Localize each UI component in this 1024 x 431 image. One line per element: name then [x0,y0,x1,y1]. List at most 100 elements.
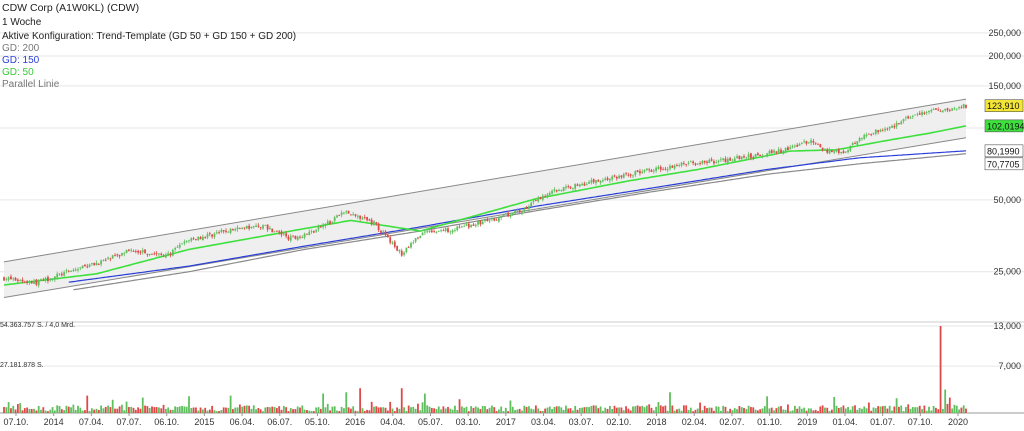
candle-up [953,108,956,110]
candle-down [676,165,678,167]
volume-bar [72,404,75,413]
candle-down [370,219,373,225]
volume-bar [578,408,581,413]
candle-up [474,224,477,227]
candle-up [197,236,200,241]
candle-up [828,149,831,154]
x-tick-label: 02.10. [606,417,631,427]
volume-bar [692,411,695,413]
volume-bar [632,406,634,413]
candle-up [74,269,77,271]
candle-up [904,117,907,119]
volume-bar [262,411,264,413]
volume-bar [102,408,105,413]
volume-bar [791,410,794,413]
candle-up [215,232,218,234]
volume-bar [40,409,42,413]
volume-bar [902,411,905,413]
candle-up [537,198,540,202]
legend-gd200[interactable]: GD: 200 [2,43,40,54]
volume-bar [713,410,715,413]
volume-bar [504,407,507,413]
candle-down [86,266,89,268]
volume-bar [585,406,588,413]
volume-bar [597,408,600,413]
volume-bar [928,406,930,413]
volume-bar [743,407,745,413]
candle-up [465,224,468,226]
volume-bar [555,406,558,413]
volume-bar [123,410,126,413]
candle-up [456,226,459,231]
candle-down [146,254,149,256]
candle-up [410,242,412,248]
volume-bar [444,408,447,413]
volume-bar [613,405,616,413]
candle-up [484,220,486,222]
candle-down [306,233,308,235]
candle-up [419,235,422,239]
volume-bar [874,408,877,413]
candle-down [692,161,695,164]
volume-bar [780,406,782,413]
candle-up [326,221,329,225]
legend-gd50[interactable]: GD: 50 [2,67,34,78]
candle-up [56,273,59,278]
candle-down [613,175,616,177]
candle-down [812,141,815,143]
volume-bar [312,411,315,413]
volume-bar [528,406,530,413]
volume-bar [58,406,61,413]
candle-up [252,226,255,227]
candle-down [338,215,341,216]
volume-bar [664,405,667,413]
volume-bar [384,407,387,413]
candle-up [269,227,271,230]
candle-down [243,227,246,229]
candle-up [504,213,507,215]
candle-down [662,169,664,171]
candle-down [539,197,542,200]
volume-bar [861,408,863,413]
candle-up [551,190,553,194]
candle-down [218,232,220,233]
volume-bar [599,406,602,413]
candle-down [366,217,368,221]
volume-bar [583,407,586,413]
price-tag-box [984,144,1024,158]
candle-down [706,161,708,163]
volume-bar [405,411,408,413]
candle-down [493,218,496,221]
candle-up [488,220,491,222]
volume-bar [581,407,584,413]
candle-up [102,260,105,261]
volume-bar [282,405,285,413]
volume-bar [639,406,641,413]
candle-down [407,247,410,248]
volume-bar [148,407,151,413]
candle-down [615,176,618,179]
candle-up [733,158,736,162]
volume-bar [622,410,625,413]
candle-up [666,168,669,171]
candle-down [518,210,521,213]
candle-up [793,145,796,147]
candle-down [867,133,870,135]
x-tick-label: 05.10. [305,417,330,427]
candle-down [137,250,140,253]
candle-up [356,215,359,217]
volume-bar [37,405,40,413]
volume-bar [222,407,225,413]
candle-up [333,217,336,221]
candle-down [710,159,713,161]
candle-up [303,233,306,238]
candle-down [153,253,156,255]
volume-bar [849,409,852,413]
volume-bar [539,410,542,413]
legend-parallel-line[interactable]: Parallel Linie [2,79,60,90]
candle-down [278,231,281,233]
legend-gd150[interactable]: GD: 150 [2,55,40,66]
candle-up [158,253,160,255]
volume-bar [819,406,822,413]
candle-up [178,244,181,248]
